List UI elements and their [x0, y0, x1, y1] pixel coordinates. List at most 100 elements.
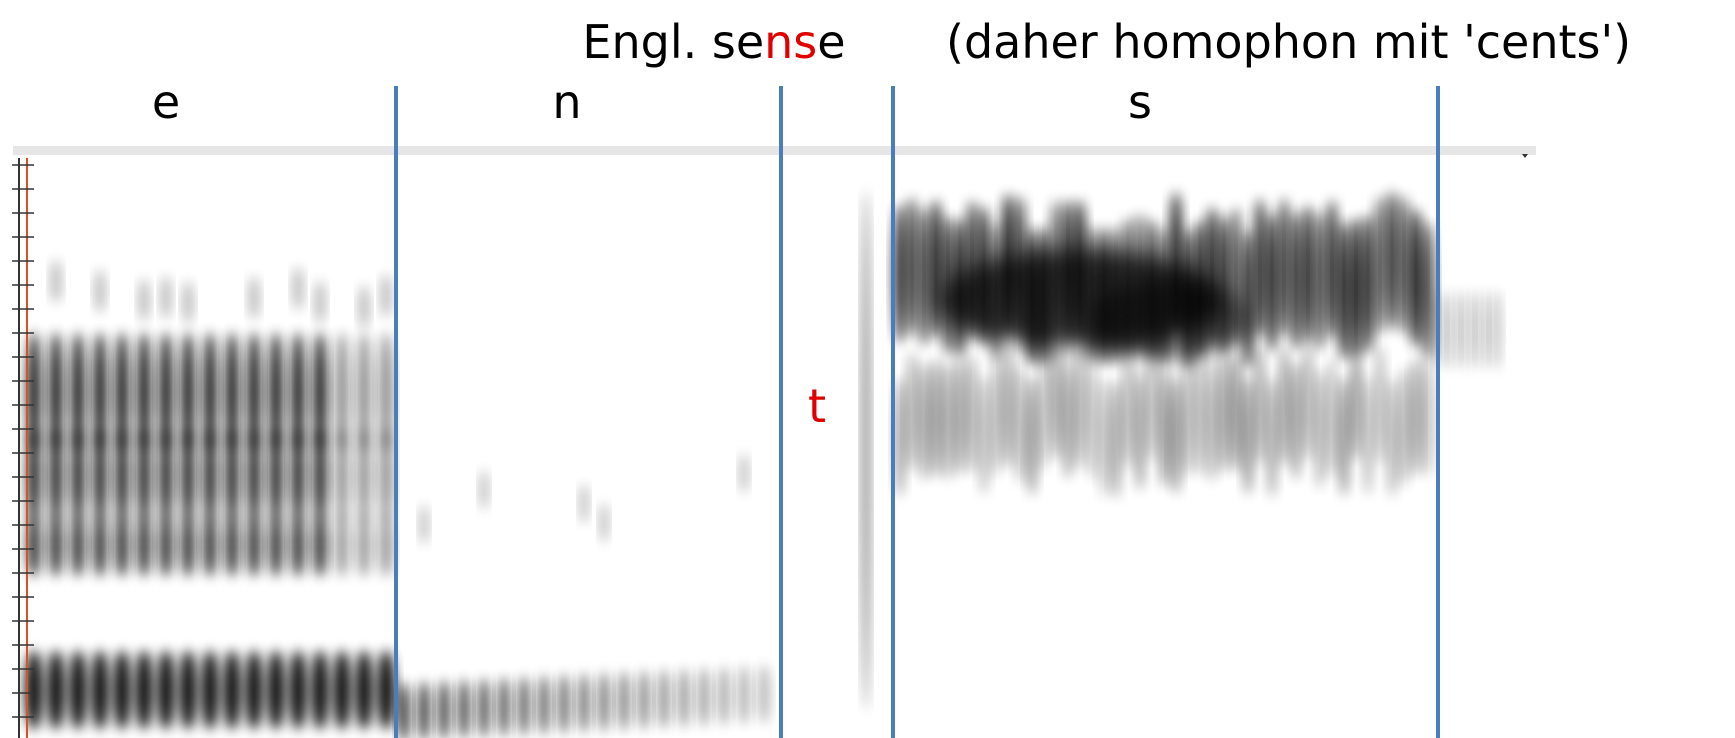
energy-blob — [600, 503, 608, 543]
energy-blob — [139, 278, 149, 322]
title-part-highlight: ns — [764, 15, 817, 69]
energy-blob — [1158, 368, 1170, 488]
energy-blob — [1290, 360, 1302, 480]
energy-blob — [906, 351, 918, 471]
energy-blob — [27, 427, 41, 523]
energy-blob — [1314, 369, 1326, 489]
energy-blob — [315, 280, 325, 324]
energy-blob — [398, 682, 410, 738]
energy-blob — [135, 650, 153, 730]
energy-blob — [357, 427, 371, 523]
energy-blob — [269, 427, 283, 523]
energy-blob — [335, 427, 349, 523]
energy-blob — [1449, 290, 1459, 370]
energy-blob — [269, 513, 283, 577]
energy-blob — [978, 375, 990, 495]
energy-blob — [1086, 360, 1098, 480]
toolbar-strip — [13, 146, 1536, 155]
energy-blob — [313, 427, 327, 523]
energy-blob — [1337, 221, 1351, 361]
energy-blob — [1182, 357, 1194, 477]
energy-blob — [69, 650, 87, 730]
energy-blob — [245, 650, 263, 730]
title-part: Engl. se — [582, 15, 764, 69]
energy-blob — [1313, 212, 1327, 352]
energy-blob — [905, 197, 919, 337]
energy-blob — [458, 679, 470, 738]
title-note: (daher homophon mit 'cents') — [946, 15, 1631, 69]
energy-blob — [223, 650, 241, 730]
energy-blob — [249, 276, 259, 320]
energy-blob — [758, 664, 770, 724]
energy-blob — [247, 427, 261, 523]
energy-blob — [1218, 353, 1230, 473]
energy-blob — [1362, 376, 1374, 496]
energy-blob — [1026, 376, 1038, 496]
energy-blob — [1266, 378, 1278, 498]
energy-blob — [1491, 290, 1501, 370]
energy-blob — [357, 513, 371, 577]
energy-blob — [480, 470, 488, 510]
energy-blob — [51, 260, 61, 304]
energy-blob — [738, 665, 750, 725]
energy-blob — [1373, 195, 1387, 335]
energy-blob — [538, 675, 550, 735]
dropdown-arrow — [1522, 154, 1528, 158]
energy-blob — [203, 427, 217, 523]
energy-blob — [862, 190, 870, 710]
energy-blob — [311, 650, 329, 730]
segment-label: n — [552, 75, 581, 129]
energy-blob — [929, 199, 943, 339]
segment-label: s — [1128, 75, 1152, 129]
energy-blob — [1122, 349, 1134, 469]
energy-blob — [379, 513, 393, 577]
energy-blob — [918, 361, 930, 481]
energy-blob — [93, 513, 107, 577]
energy-blob — [291, 427, 305, 523]
energy-blob — [1477, 290, 1487, 370]
energy-blob — [115, 427, 129, 523]
energy-blob — [1134, 371, 1146, 491]
spectrogram-slide: Engl. sense (daher homophon mit 'cents')… — [0, 0, 1735, 738]
energy-blob — [1170, 374, 1182, 494]
energy-blob — [678, 668, 690, 728]
energy-blob — [159, 427, 173, 523]
title-part: e — [817, 15, 845, 69]
energy-blob — [954, 356, 966, 476]
energy-blob — [618, 671, 630, 731]
energy-blob — [247, 513, 261, 577]
energy-blob — [1289, 211, 1303, 351]
energy-blob — [1398, 367, 1410, 487]
energy-blob — [1374, 344, 1386, 464]
energy-blob — [203, 513, 217, 577]
energy-blob — [917, 207, 931, 347]
energy-blob — [1206, 362, 1218, 482]
energy-blob — [966, 354, 978, 474]
energy-blob — [498, 677, 510, 737]
energy-blob — [293, 267, 303, 311]
energy-blob — [1254, 345, 1266, 465]
title: Engl. sense — [582, 15, 845, 69]
energy-blob — [225, 427, 239, 523]
energy-blob — [1302, 341, 1314, 461]
energy-blob — [1338, 377, 1350, 497]
energy-blob — [47, 650, 65, 730]
energy-blob — [1074, 349, 1086, 469]
energy-blob — [313, 513, 327, 577]
energy-blob — [335, 513, 349, 577]
energy-blob — [1410, 357, 1422, 477]
energy-blob — [698, 667, 710, 727]
energy-blob — [1014, 364, 1026, 484]
energy-blob — [1062, 360, 1074, 480]
energy-blob — [1361, 214, 1375, 354]
energy-blob — [578, 673, 590, 733]
annotation-label: t — [808, 379, 826, 433]
energy-blob — [1242, 375, 1254, 495]
energy-blob — [420, 505, 428, 545]
energy-blob — [1325, 199, 1339, 339]
segment-label: e — [152, 75, 180, 129]
energy-blob — [1409, 208, 1423, 348]
page: Engl. sense (daher homophon mit 'cents')… — [0, 0, 1735, 738]
energy-blob — [1397, 195, 1411, 335]
energy-blob — [137, 513, 151, 577]
